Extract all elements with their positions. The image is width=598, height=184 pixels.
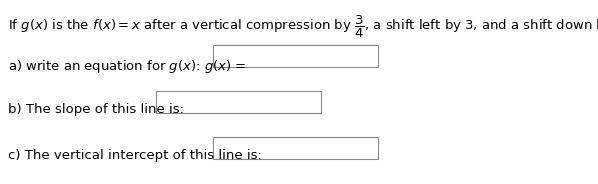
Bar	[213, 137, 378, 159]
Text: a) write an equation for $g(x)$: $g(x)$ =: a) write an equation for $g(x)$: $g(x)$ …	[8, 58, 246, 75]
Bar	[213, 45, 378, 67]
Text: If $g(x)$ is the $f(x) = x$ after a vertical compression by $\dfrac{3}{4}$, a sh: If $g(x)$ is the $f(x) = x$ after a vert…	[8, 14, 598, 40]
Bar	[156, 91, 321, 113]
Text: b) The slope of this line is:: b) The slope of this line is:	[8, 103, 184, 116]
Text: c) The vertical intercept of this line is:: c) The vertical intercept of this line i…	[8, 149, 262, 162]
